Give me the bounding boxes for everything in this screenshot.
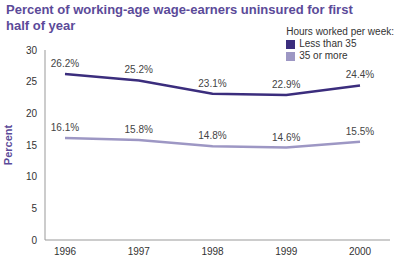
svg-text:14.6%: 14.6% (272, 132, 300, 143)
svg-text:23.1%: 23.1% (198, 78, 226, 89)
svg-text:22.9%: 22.9% (272, 79, 300, 90)
svg-text:14.8%: 14.8% (198, 130, 226, 141)
svg-text:20: 20 (26, 108, 38, 119)
svg-text:5: 5 (31, 203, 37, 214)
svg-text:2000: 2000 (349, 246, 372, 257)
svg-text:15: 15 (26, 140, 38, 151)
svg-text:25.2%: 25.2% (125, 64, 153, 75)
svg-text:15.5%: 15.5% (346, 126, 374, 137)
svg-text:Percent: Percent (8, 124, 14, 165)
svg-text:30: 30 (26, 45, 38, 56)
svg-text:1996: 1996 (54, 246, 77, 257)
html-text:Hours worked per week:: Hours worked per week: (286, 26, 394, 37)
svg-text:1997: 1997 (128, 246, 151, 257)
html-text:Percent of working-age wage-ea: Percent of working-age wage-earners unin… (6, 2, 353, 33)
svg-text:1999: 1999 (275, 246, 298, 257)
svg-text:16.1%: 16.1% (51, 122, 79, 133)
svg-text:25: 25 (26, 76, 38, 87)
html-text:35 or more: 35 or more (299, 50, 348, 61)
svg-text:0: 0 (31, 235, 37, 246)
svg-text:24.4%: 24.4% (346, 69, 374, 80)
svg-text:1998: 1998 (201, 246, 224, 257)
html-text:Less than 35: Less than 35 (299, 38, 357, 49)
svg-text:10: 10 (26, 171, 38, 182)
svg-text:15.8%: 15.8% (125, 124, 153, 135)
svg-text:26.2%: 26.2% (51, 58, 79, 69)
